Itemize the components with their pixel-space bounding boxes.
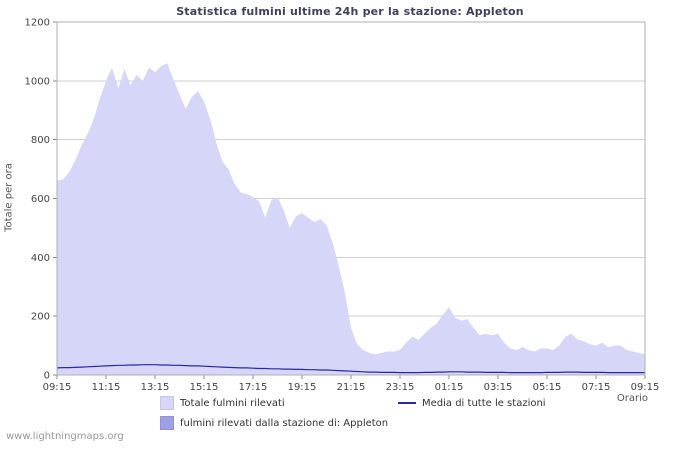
x-axis-ticks: 09:15 11:15 13:15 15:15 17:15 19:15 21:15 23:15… [43,375,660,393]
x-tick-label: 09:15 [631,382,660,393]
watermark: www.lightningmaps.org [6,431,124,442]
x-tick-label: 09:15 [43,382,72,393]
y-axis-ticks: 0 200 400 600 800 1000 1200 [25,18,57,382]
x-tick-label: 11:15 [92,382,121,393]
y-tick-label: 200 [31,312,50,323]
legend-item-station: fulmini rilevati dalla stazione di: Appl… [160,416,388,430]
x-tick-label: 19:15 [288,382,317,393]
x-tick-label: 07:15 [582,382,611,393]
plot-border [56,21,646,376]
chart-title: Statistica fulmini ultime 24h per la sta… [176,5,524,18]
legend-swatch-station-icon [160,416,174,430]
legend-label-average: Media di tutte le stazioni [422,397,546,409]
average-line [56,364,645,374]
y-tick-label: 0 [44,371,50,382]
y-tick-label: 600 [31,194,50,205]
legend-line-average-icon [398,402,416,404]
x-axis-title: Orario [616,393,648,404]
y-tick-label: 1000 [25,76,50,87]
y-tick-label: 800 [31,135,50,146]
legend-item-average: Media di tutte le stazioni [398,396,546,410]
x-tick-label: 05:15 [533,382,562,393]
x-tick-label: 15:15 [190,382,219,393]
y-tick-label: 1200 [25,18,50,29]
x-tick-label: 01:15 [435,382,464,393]
legend-item-total: Totale fulmini rilevati [160,396,285,410]
x-tick-label: 17:15 [239,382,268,393]
x-tick-label: 03:15 [484,382,513,393]
total-area [57,63,645,375]
x-tick-label: 13:15 [141,382,170,393]
legend-label-total: Totale fulmini rilevati [180,397,285,409]
x-tick-label: 21:15 [337,382,366,393]
legend-label-station: fulmini rilevati dalla stazione di: Appl… [180,417,389,429]
legend-swatch-total-icon [160,396,174,410]
y-tick-label: 400 [31,253,50,264]
x-tick-label: 23:15 [386,382,415,393]
